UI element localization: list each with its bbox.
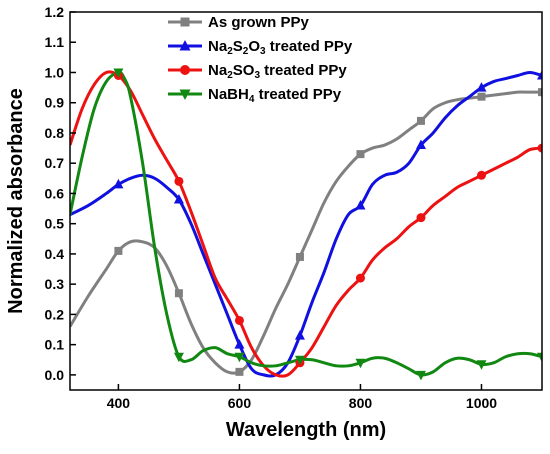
y-axis-ticks: 0.0 0.1 0.2 0.3 0.4 0.5 0.6 0.7 0.8 0.9 1.0 1.1 1.2: [45, 4, 76, 383]
data-point: [538, 88, 542, 97]
legend: As grown PPy Na2S2O3 treated PPy Na2SO3 tr…: [168, 14, 353, 105]
x-tick-label: 400: [107, 395, 131, 411]
data-point: [174, 289, 183, 298]
series-markers: [113, 68, 542, 381]
legend-label: As grown PPy: [208, 14, 310, 31]
series-lines: [70, 70, 542, 378]
data-point: [355, 200, 366, 210]
y-tick-label: 0.7: [45, 155, 65, 171]
series-line-0: [70, 90, 542, 375]
x-axis-title: Wavelength (nm): [226, 419, 386, 441]
legend-label: Na2S2O3 treated PPy: [208, 38, 353, 57]
data-point: [235, 367, 244, 376]
legend-marker: [180, 65, 190, 75]
data-point: [477, 92, 486, 101]
y-axis-title: Normalized absorbance: [5, 88, 27, 314]
legend-marker: [179, 89, 191, 100]
data-point: [537, 352, 542, 363]
data-point: [173, 352, 184, 363]
series-line-3: [70, 70, 542, 377]
series-line-1: [70, 70, 542, 378]
data-point: [476, 170, 486, 180]
plot-frame: [69, 11, 543, 391]
legend-marker: [179, 40, 191, 51]
y-tick-label: 0.6: [45, 185, 65, 201]
data-point: [174, 176, 184, 186]
series-line-2: [70, 70, 542, 378]
x-tick-label: 800: [349, 395, 373, 411]
legend-marker: [180, 17, 190, 27]
y-tick-label: 1.1: [45, 34, 65, 50]
data-point: [113, 178, 124, 189]
data-point: [415, 370, 426, 381]
data-point: [356, 150, 365, 159]
data-point: [476, 82, 487, 92]
x-tick-label: 600: [228, 395, 252, 411]
data-point: [355, 273, 365, 283]
data-point: [355, 358, 366, 369]
data-point: [416, 213, 426, 223]
legend-label: Na2SO3 treated PPy: [208, 62, 347, 81]
x-tick-label: 1000: [466, 395, 497, 411]
data-point: [476, 360, 487, 370]
y-tick-label: 0.4: [45, 246, 65, 262]
data-point: [114, 246, 123, 255]
y-tick-label: 1.0: [45, 64, 65, 80]
y-tick-label: 0.0: [45, 367, 65, 383]
y-tick-label: 0.8: [45, 125, 65, 141]
y-tick-label: 1.2: [45, 4, 65, 20]
data-point: [234, 315, 244, 325]
data-point: [294, 330, 305, 340]
y-tick-label: 0.3: [45, 276, 65, 292]
data-point: [113, 68, 124, 78]
y-tick-label: 0.5: [45, 216, 65, 232]
data-point: [234, 339, 245, 349]
data-point: [295, 252, 304, 261]
data-point: [415, 139, 426, 150]
x-axis-ticks: 400 600 800 1000: [107, 384, 497, 411]
data-point: [416, 116, 425, 125]
data-point: [234, 352, 245, 363]
data-point: [294, 355, 305, 366]
data-point: [537, 143, 542, 153]
y-tick-label: 0.2: [45, 306, 65, 322]
y-tick-label: 0.1: [45, 337, 65, 353]
y-tick-label: 0.9: [45, 95, 65, 111]
data-point: [537, 70, 542, 80]
legend-label: NaBH4 treated PPy: [208, 86, 342, 105]
data-point: [173, 193, 184, 204]
